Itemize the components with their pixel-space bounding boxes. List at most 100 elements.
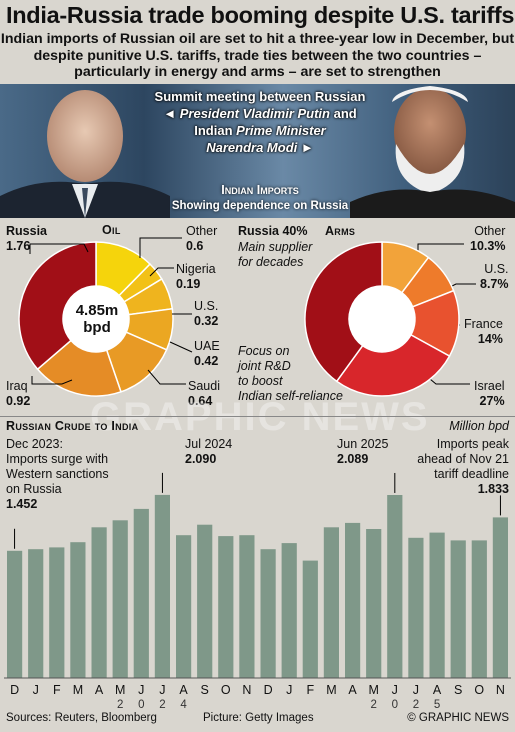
crude-bar-22 — [471, 540, 487, 678]
summit-photo: Summit meeting between Russian ◄ Preside… — [0, 84, 515, 218]
crude-month-label-0: D — [10, 683, 19, 697]
crude-bar-14 — [302, 560, 318, 678]
crude-month-label-3: M — [73, 683, 83, 697]
crude-month-label-6: J — [138, 683, 144, 697]
crude-bar-17 — [366, 529, 382, 678]
annotation-dec2023: Dec 2023: Imports surge with Western san… — [6, 437, 109, 511]
crude-bar-13 — [281, 543, 297, 678]
caption-line3-prefix: Indian — [194, 123, 233, 138]
crude-month-label-1: J — [33, 683, 39, 697]
crude-month-label-23: N — [496, 683, 505, 697]
crude-bar-11 — [239, 535, 255, 678]
crude-month-label-8: A — [179, 683, 188, 697]
photo-illustration — [0, 86, 515, 218]
arms-headline: Russia 40% Arms — [238, 224, 356, 238]
oil-label-nigeria: Nigeria 0.19 — [176, 262, 216, 291]
right-arrow-icon: ► — [300, 140, 314, 155]
footer-picture: Picture: Getty Images — [203, 712, 314, 724]
crude-month-label-22: O — [474, 683, 484, 697]
year-2024-digit-0: 2 — [117, 699, 123, 710]
oil-panel-title: Oil — [102, 223, 121, 237]
crude-month-label-14: F — [306, 683, 314, 697]
crude-bar-18 — [387, 495, 403, 678]
crude-month-label-13: J — [286, 683, 292, 697]
crude-month-label-19: J — [413, 683, 419, 697]
crude-month-label-21: S — [454, 683, 462, 697]
year-2025-digit-1: 0 — [392, 699, 398, 710]
caption-line4: Narendra Modi — [206, 140, 298, 155]
crude-bar-6 — [133, 508, 149, 678]
crude-bar-0 — [7, 550, 23, 678]
crude-month-label-16: A — [348, 683, 357, 697]
crude-bar-9 — [197, 524, 213, 678]
crude-bar-7 — [154, 494, 170, 678]
crude-month-label-9: S — [201, 683, 209, 697]
crude-month-label-17: M — [368, 683, 378, 697]
oil-center-value: 4.85m — [75, 302, 119, 319]
crude-bar-1 — [28, 549, 44, 678]
crude-bar-chart: D J F M A M J J A S O N D J F M A M J J A S O N2 0 2 4 2 0 2 5 — [4, 472, 511, 710]
caption-line2: President Vladimir Putin — [179, 106, 330, 121]
crude-month-label-11: N — [242, 683, 251, 697]
oil-center-label: 4.85m bpd — [62, 302, 132, 336]
arms-donut-hole — [349, 286, 415, 352]
crude-divider — [0, 416, 515, 417]
indian-imports-subtitle: Showing dependence on Russia — [171, 200, 349, 212]
crude-bar-12 — [260, 549, 276, 678]
crude-bar-19 — [408, 537, 424, 678]
arms-focus-note: Focus on joint R&D to boost Indian self-… — [238, 344, 343, 403]
oil-label-saudi: Saudi 0.64 — [188, 379, 220, 408]
footer-sources: Sources: Reuters, Bloomberg — [6, 712, 157, 724]
crude-bar-20 — [429, 532, 445, 678]
arms-label-france: France 14% — [464, 317, 503, 346]
crude-month-label-12: D — [264, 683, 273, 697]
crude-month-label-7: J — [159, 683, 165, 697]
annotation-jun2025: Jun 2025 2.089 — [337, 437, 389, 466]
year-2024-digit-3: 4 — [180, 699, 187, 710]
crude-bar-16 — [345, 522, 361, 678]
page-subtitle: Indian imports of Russian oil are set to… — [0, 31, 515, 80]
oil-center-unit: bpd — [83, 319, 111, 336]
year-2025-digit-0: 2 — [370, 699, 376, 710]
crude-bar-23 — [492, 517, 508, 678]
year-2024-digit-1: 0 — [138, 699, 144, 710]
photo-caption: Summit meeting between Russian ◄ Preside… — [120, 88, 400, 156]
page-title: India-Russia trade booming despite U.S. … — [6, 2, 515, 28]
crude-bar-5 — [112, 520, 128, 678]
arms-note: Main supplier for decades — [238, 240, 313, 269]
crude-bar-8 — [176, 535, 192, 678]
left-arrow-icon: ◄ — [163, 106, 177, 121]
crude-panel-title: Russian Crude to India — [6, 419, 139, 433]
arms-label-israel: Israel 27% — [474, 379, 505, 408]
crude-bar-4 — [91, 527, 107, 678]
crude-month-label-5: M — [115, 683, 125, 697]
year-2024-digit-2: 2 — [159, 699, 165, 710]
annotation-nov2025: Imports peak ahead of Nov 21 tariff dead… — [417, 437, 509, 496]
caption-line3: Prime Minister — [236, 123, 326, 138]
graphic-news-watermark: GRAPHIC NEWS — [90, 395, 430, 439]
oil-label-iraq: Iraq 0.92 — [6, 379, 31, 408]
annotation-jul2024: Jul 2024 2.090 — [185, 437, 233, 466]
crude-month-label-15: M — [326, 683, 336, 697]
oil-donut-hole — [63, 286, 129, 352]
crude-unit: Million bpd — [449, 419, 509, 433]
oil-label-russia: Russia 1.76 — [6, 224, 47, 253]
crude-bar-21 — [450, 540, 466, 678]
arms-panel-title: Arms — [324, 224, 356, 238]
oil-donut-chart — [18, 241, 174, 397]
year-2025-digit-2: 2 — [413, 699, 419, 710]
oil-label-uae: UAE 0.42 — [194, 339, 220, 368]
crude-bar-10 — [218, 536, 234, 678]
caption-line2-suffix: and — [333, 106, 357, 121]
footer-copyright: © GRAPHIC NEWS — [407, 712, 509, 724]
arms-label-other: Other 10.3% — [470, 224, 506, 253]
caption-line1: Summit meeting between Russian — [154, 89, 366, 104]
crude-bar-2 — [49, 547, 65, 678]
crude-month-label-2: F — [53, 683, 61, 697]
crude-bar-15 — [323, 527, 339, 678]
crude-month-label-20: A — [433, 683, 442, 697]
crude-bar-3 — [70, 542, 86, 678]
oil-label-other: Other 0.6 — [186, 224, 218, 253]
indian-imports-title: Indian Imports — [221, 183, 299, 197]
arms-label-us: U.S. 8.7% — [480, 262, 509, 291]
